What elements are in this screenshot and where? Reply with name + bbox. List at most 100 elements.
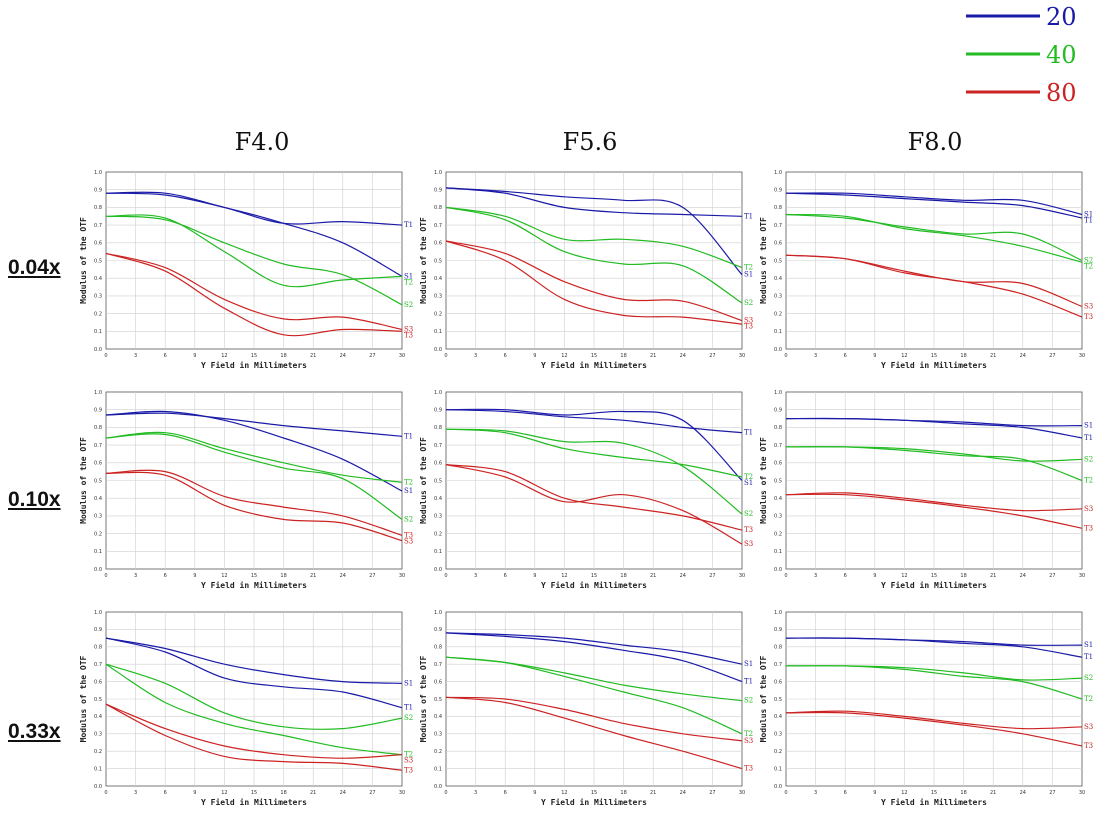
series-end-label-t2: T2 [1084, 695, 1093, 703]
mtf-chart-f80-033x: 0.0 0.1 0.2 0.3 0.4 0.5 0.6 0.7 0.8 0.9 1.0 0 3 6 9 12 1… [759, 610, 1093, 807]
y-axis-title: Modulus of the OTF [79, 217, 88, 304]
y-tick-label: 0.8 [94, 645, 102, 651]
y-tick-label: 0.2 [434, 531, 442, 537]
y-tick-label: 0.9 [774, 408, 782, 414]
x-tick-label: 3 [474, 353, 477, 359]
series-line-s3 [105, 471, 403, 542]
y-tick-label: 0.8 [774, 425, 782, 431]
y-tick-label: 0.5 [94, 697, 102, 703]
x-tick-label: 3 [814, 790, 817, 796]
y-tick-label: 0.1 [774, 549, 782, 555]
y-tick-label: 0.0 [434, 784, 442, 790]
y-tick-label: 0.4 [434, 714, 442, 720]
series-line-s3 [105, 252, 403, 331]
x-tick-label: 27 [709, 573, 715, 579]
y-tick-label: 0.3 [94, 294, 102, 300]
y-tick-label: 1.0 [434, 390, 442, 396]
y-tick-label: 0.5 [434, 697, 442, 703]
series-end-label-s2: S2 [1084, 455, 1093, 463]
series-line-t3 [445, 240, 743, 325]
series-line-s1 [445, 632, 743, 665]
y-tick-label: 0.6 [774, 679, 782, 685]
x-tick-label: 24 [680, 573, 686, 579]
y-tick-label: 1.0 [94, 610, 102, 616]
series-end-label-s1: S1 [744, 479, 753, 487]
x-tick-label: 6 [844, 573, 847, 579]
series-end-label-s2: S2 [744, 510, 753, 518]
y-tick-label: 0.2 [94, 749, 102, 755]
series-end-label-s1: S1 [404, 487, 413, 495]
x-axis-title: Y Field in Millimeters [201, 580, 307, 590]
mtf-chart-f56-010x: 0.0 0.1 0.2 0.3 0.4 0.5 0.6 0.7 0.8 0.9 1.0 0 3 6 9 12 1… [419, 390, 753, 590]
y-tick-label: 0.1 [94, 549, 102, 555]
series-line-s3 [445, 464, 743, 545]
x-tick-label: 30 [739, 790, 745, 796]
series-end-label-t1: T1 [744, 429, 753, 437]
series-line-s1 [445, 408, 743, 481]
series-line-t1 [785, 417, 1083, 439]
x-tick-label: 6 [844, 790, 847, 796]
y-tick-label: 0.1 [434, 766, 442, 772]
y-tick-label: 0.7 [434, 443, 442, 449]
series-line-t2 [785, 665, 1083, 700]
series-end-label-t1: T1 [1084, 216, 1093, 224]
series-end-label-t2: T2 [744, 730, 753, 738]
y-tick-label: 0.2 [434, 749, 442, 755]
series-line-t2 [785, 446, 1083, 482]
x-axis-title: Y Field in Millimeters [881, 797, 987, 807]
x-tick-label: 15 [591, 573, 597, 579]
y-axis-title: Modulus of the OTF [79, 655, 88, 742]
legend-label-40: 40 [1046, 41, 1077, 69]
column-title-f56: F5.6 [562, 128, 618, 156]
x-tick-label: 0 [104, 790, 107, 796]
x-tick-label: 9 [873, 353, 876, 359]
y-tick-label: 0.4 [94, 496, 102, 502]
series-end-label-t3: T3 [744, 526, 753, 534]
x-tick-label: 15 [591, 353, 597, 359]
y-tick-label: 0.9 [94, 627, 102, 633]
y-tick-label: 0.9 [434, 188, 442, 194]
y-tick-label: 1.0 [434, 610, 442, 616]
y-tick-label: 0.0 [94, 784, 102, 790]
mtf-chart-f40-004x: 0.0 0.1 0.2 0.3 0.4 0.5 0.6 0.7 0.8 0.9 1.0 0 3 6 9 12 1… [79, 170, 413, 370]
x-tick-label: 6 [504, 790, 507, 796]
series-end-label-s3: S3 [404, 537, 413, 545]
y-tick-label: 0.4 [94, 276, 102, 282]
series-line-t2 [445, 428, 743, 478]
series-end-label-t3: T3 [404, 766, 413, 774]
chart-legend: 20 40 80 [966, 3, 1077, 107]
x-tick-label: 9 [873, 573, 876, 579]
y-tick-label: 0.2 [434, 311, 442, 317]
x-tick-label: 30 [1079, 353, 1085, 359]
x-tick-label: 30 [399, 790, 405, 796]
x-tick-label: 15 [931, 790, 937, 796]
y-tick-label: 0.0 [774, 347, 782, 353]
mtf-chart-f56-004x: 0.0 0.1 0.2 0.3 0.4 0.5 0.6 0.7 0.8 0.9 1.0 0 3 6 9 12 1… [419, 170, 753, 370]
x-tick-label: 24 [1020, 573, 1026, 579]
series-line-t2 [105, 214, 403, 288]
series-line-t1 [445, 632, 743, 683]
x-tick-label: 27 [1049, 573, 1055, 579]
series-line-s1 [105, 637, 403, 684]
x-tick-label: 15 [591, 790, 597, 796]
y-tick-label: 0.3 [94, 732, 102, 738]
y-tick-label: 0.1 [94, 329, 102, 335]
series-end-label-t3: T3 [1084, 313, 1093, 321]
x-tick-label: 21 [990, 353, 996, 359]
y-tick-label: 0.8 [94, 425, 102, 431]
x-tick-label: 3 [814, 573, 817, 579]
series-end-label-t2: T2 [404, 478, 413, 486]
series-line-s2 [445, 206, 743, 304]
y-tick-label: 0.6 [94, 461, 102, 467]
series-end-label-t2: T2 [744, 264, 753, 272]
x-tick-label: 21 [650, 573, 656, 579]
x-tick-label: 24 [340, 573, 346, 579]
y-tick-label: 0.4 [774, 496, 782, 502]
y-tick-label: 0.5 [774, 478, 782, 484]
x-tick-label: 0 [784, 790, 787, 796]
y-tick-label: 0.6 [434, 241, 442, 247]
x-tick-label: 18 [620, 353, 626, 359]
series-end-label-s2: S2 [1084, 674, 1093, 682]
series-line-t1 [445, 187, 743, 217]
y-tick-label: 1.0 [774, 390, 782, 396]
